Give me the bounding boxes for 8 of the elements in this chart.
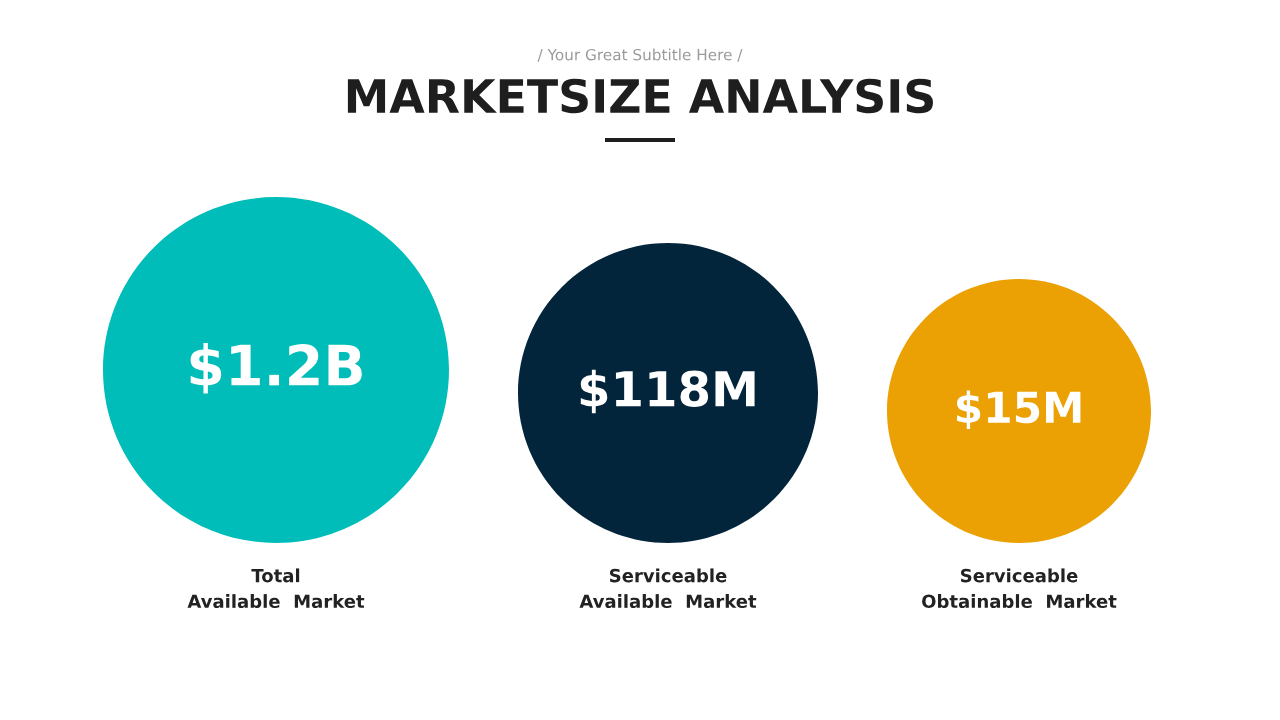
category-label: Serviceable Obtainable Market bbox=[922, 568, 1117, 609]
data-label: $1.2B bbox=[190, 343, 362, 394]
data-label: $118M bbox=[580, 369, 755, 414]
text: MARKETSIZE ANALYSIS bbox=[347, 78, 933, 114]
data-label: $15M bbox=[956, 390, 1081, 429]
category-label: Serviceable Available Market bbox=[579, 568, 757, 609]
text: / Your Great Subtitle Here / bbox=[537, 48, 743, 62]
category-label: Total Available Market bbox=[187, 568, 365, 609]
